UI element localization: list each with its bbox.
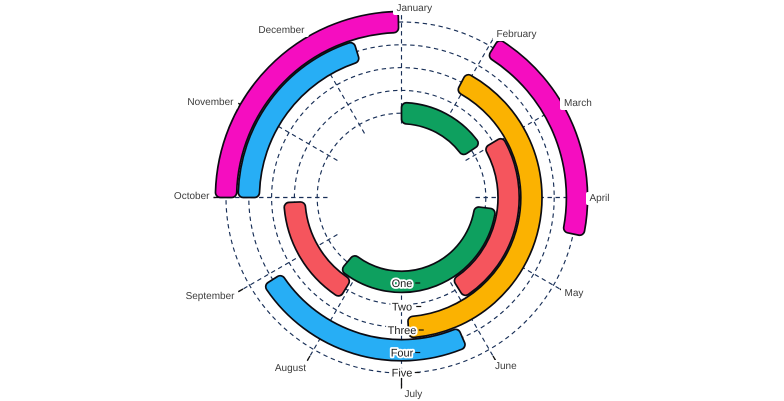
svg-text:One: One bbox=[392, 278, 413, 290]
svg-text:Four: Four bbox=[391, 347, 414, 359]
svg-text:Three: Three bbox=[388, 325, 417, 337]
svg-text:Five: Five bbox=[392, 367, 413, 379]
svg-text:Two: Two bbox=[392, 301, 412, 313]
